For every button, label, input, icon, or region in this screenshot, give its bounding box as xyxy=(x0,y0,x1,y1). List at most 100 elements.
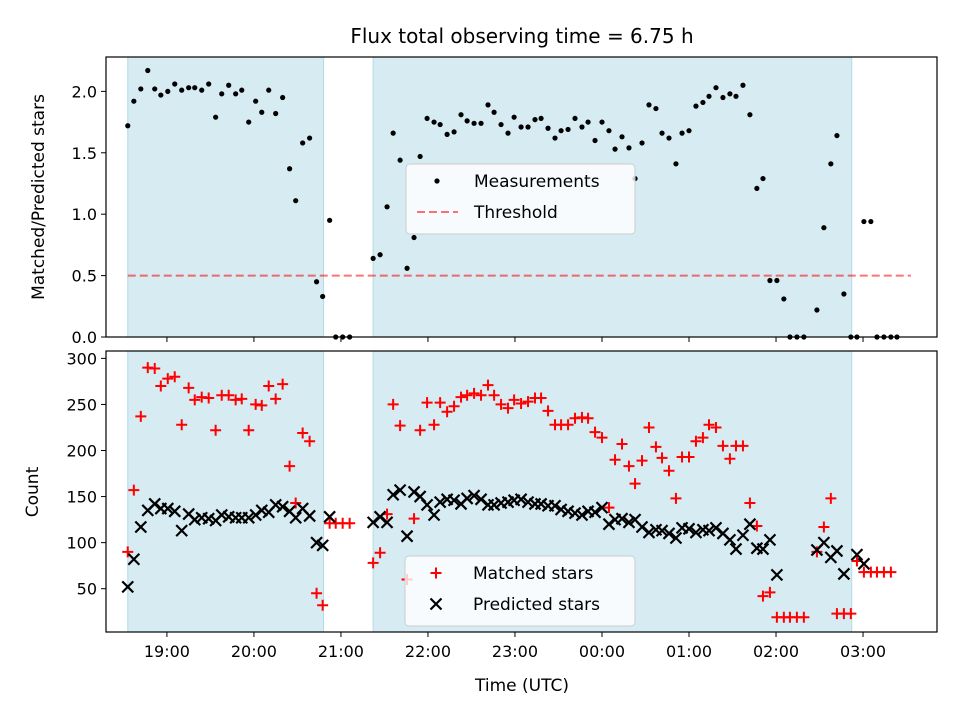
predicted-star-point xyxy=(729,542,743,556)
matched-star-point xyxy=(629,478,641,490)
matched-star-point xyxy=(683,451,695,463)
measurement-point xyxy=(485,102,491,108)
bottom-x-tick-label: 20:00 xyxy=(231,642,277,661)
bottom-series-2 xyxy=(121,483,871,594)
measurement-point xyxy=(390,130,396,136)
measurement-point xyxy=(599,119,605,125)
matched-star-point xyxy=(623,460,635,472)
matched-star-point xyxy=(468,387,480,399)
matched-star-point xyxy=(421,397,433,409)
predicted-star-point xyxy=(830,544,844,558)
measurement-point xyxy=(532,117,538,123)
matched-star-point xyxy=(263,380,275,392)
measurement-point xyxy=(693,103,699,109)
measurement-point xyxy=(186,85,192,91)
measurement-point xyxy=(706,93,712,99)
matched-star-point xyxy=(270,393,282,405)
measurement-point xyxy=(868,218,874,225)
predicted-star-point xyxy=(615,512,629,525)
measurement-point xyxy=(606,128,612,134)
matched-star-point xyxy=(155,380,167,392)
measurement-point xyxy=(213,114,219,120)
predicted-star-point xyxy=(400,529,414,543)
matched-star-point xyxy=(162,373,174,385)
measurement-point xyxy=(273,110,279,117)
measurement-point xyxy=(300,140,306,146)
measurement-point xyxy=(478,120,484,126)
matched-star-point xyxy=(256,399,268,411)
matched-star-point xyxy=(636,455,648,467)
measurement-point xyxy=(293,198,299,204)
predicted-star-point xyxy=(837,567,851,581)
measurement-point xyxy=(733,93,739,99)
predicted-star-point xyxy=(575,508,589,522)
measurement-point xyxy=(861,218,867,225)
matched-star-point xyxy=(344,517,356,529)
matched-star-point xyxy=(656,452,668,464)
matched-star-point xyxy=(798,611,810,623)
measurement-point xyxy=(411,234,417,241)
measurement-point xyxy=(179,87,185,93)
measurement-point xyxy=(404,265,410,271)
matched-star-point xyxy=(176,419,188,431)
measurement-point xyxy=(259,109,265,115)
legend-marker-dot xyxy=(434,178,440,184)
matched-star-point xyxy=(562,419,574,431)
measurement-point xyxy=(612,146,618,152)
matched-star-point xyxy=(304,435,316,447)
matched-star-point xyxy=(609,454,621,466)
matched-star-point xyxy=(210,424,222,436)
matched-star-point xyxy=(724,453,736,465)
measurement-point xyxy=(639,140,645,146)
predicted-star-point xyxy=(662,527,676,540)
x-axis-label: Time (UTC) xyxy=(474,676,569,696)
legend-marker-cross xyxy=(429,597,443,611)
matched-star-point xyxy=(522,396,534,408)
matched-star-point xyxy=(616,438,628,450)
measurement-point xyxy=(538,115,544,122)
bottom-legend-box xyxy=(404,555,636,627)
matched-star-point xyxy=(297,427,309,439)
matched-star-point xyxy=(542,405,554,417)
measurement-point xyxy=(585,119,591,125)
measurement-point xyxy=(226,82,232,88)
top-panel-ratio: 0.0 0.5 1.0 1.5 2.0 Measurements Threshold xyxy=(72,56,938,347)
measurement-point xyxy=(152,86,158,92)
matched-star-point xyxy=(703,419,715,431)
predicted-star-point xyxy=(514,493,528,506)
measurement-point xyxy=(686,128,692,134)
predicted-star-point xyxy=(595,501,609,514)
measurement-point xyxy=(659,130,665,136)
matched-star-point xyxy=(367,557,379,569)
matched-star-point xyxy=(203,392,215,404)
measurement-point xyxy=(165,88,171,94)
measurement-point xyxy=(431,119,437,125)
matched-star-point xyxy=(488,389,500,401)
measurement-point xyxy=(834,132,840,139)
measurement-point xyxy=(471,120,477,126)
legend-label: Predicted stars xyxy=(473,595,600,615)
predicted-star-point xyxy=(770,568,784,582)
predicted-star-point xyxy=(669,531,683,545)
measurement-point xyxy=(774,277,780,284)
predicted-star-point xyxy=(289,511,302,525)
matched-star-point xyxy=(885,566,897,578)
matched-star-point xyxy=(744,497,756,509)
matched-star-point xyxy=(455,391,467,403)
top-y-tick-label: 0.0 xyxy=(72,328,97,347)
matched-star-point xyxy=(650,441,662,453)
matched-star-point xyxy=(374,547,386,559)
bottom-x-tick-label: 22:00 xyxy=(405,642,451,661)
measurement-point xyxy=(458,112,464,118)
measurement-point xyxy=(491,109,497,115)
measurement-point xyxy=(525,124,531,130)
measurement-point xyxy=(131,98,137,104)
predicted-star-point xyxy=(447,493,461,507)
top-y-axis-label: Matched/Predicted stars xyxy=(29,94,49,300)
measurement-point xyxy=(558,128,564,134)
matched-star-point xyxy=(717,440,729,452)
measurement-point xyxy=(253,98,259,104)
predicted-star-point xyxy=(736,528,750,542)
predicted-star-point xyxy=(386,488,400,502)
matched-star-point xyxy=(243,424,255,436)
